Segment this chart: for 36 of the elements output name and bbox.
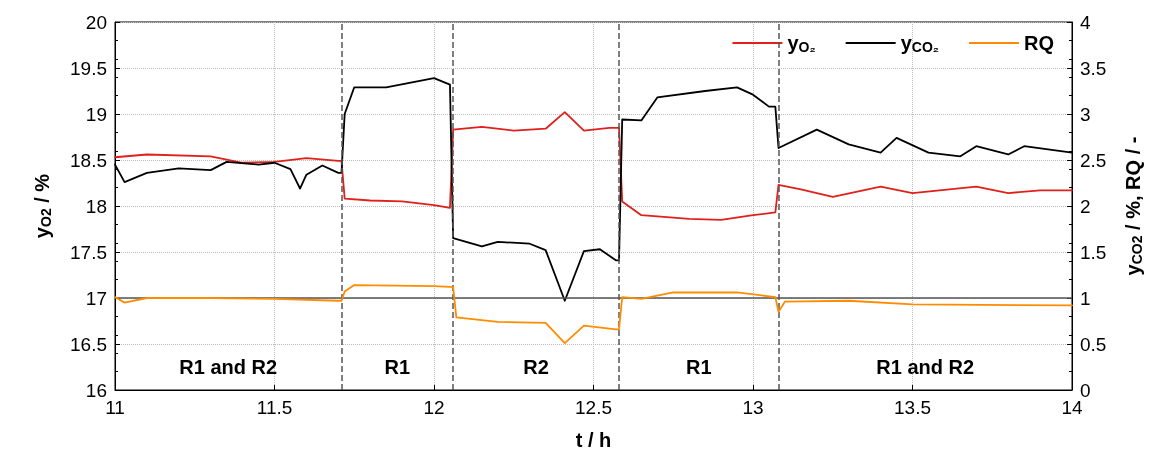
y-tick-label: 19 bbox=[85, 103, 107, 125]
y2-tick-label: 1.5 bbox=[1080, 241, 1107, 263]
y2-tick-label: 3.5 bbox=[1080, 57, 1107, 79]
y2-tick-label: 4 bbox=[1080, 11, 1091, 33]
x-tick-label: 11.5 bbox=[256, 397, 293, 418]
x-tick-label: 13 bbox=[742, 397, 764, 418]
x-axis-title: t / h bbox=[575, 429, 612, 451]
x-tick-label: 14 bbox=[1061, 397, 1083, 418]
y-tick-label: 18.5 bbox=[70, 149, 107, 171]
y2-tick-label: 3 bbox=[1080, 103, 1091, 125]
x-tick-label: 12 bbox=[423, 397, 445, 418]
x-tick-label: 11 bbox=[105, 397, 125, 418]
y-tick-label: 16.5 bbox=[70, 333, 107, 355]
y2-tick-label: 2 bbox=[1080, 195, 1091, 217]
annotation: R1 and R2 bbox=[876, 356, 975, 378]
line-series bbox=[114, 284, 1073, 344]
y-tick-label: 16 bbox=[85, 379, 107, 401]
y-tick-label: 19.5 bbox=[70, 57, 107, 79]
legend-label: RQ bbox=[1024, 32, 1054, 54]
annotation: R1 bbox=[685, 356, 712, 378]
y-axis-title: yO2 / % bbox=[31, 173, 54, 239]
line-series bbox=[114, 111, 1073, 221]
y-tick-label: 17 bbox=[85, 287, 107, 309]
y2-tick-label: 1 bbox=[1080, 287, 1091, 309]
y2-tick-label: 0.5 bbox=[1080, 333, 1107, 355]
annotation: R1 bbox=[384, 356, 411, 378]
y-tick-label: 17.5 bbox=[70, 241, 107, 263]
y2-tick-label: 2.5 bbox=[1080, 149, 1107, 171]
y2-axis-title: yCO2 / %, RQ / - bbox=[1122, 136, 1145, 276]
annotation: R1 and R2 bbox=[179, 356, 278, 378]
x-tick-label: 12.5 bbox=[575, 397, 612, 418]
y-tick-label: 20 bbox=[85, 11, 107, 33]
y2-tick-label: 0 bbox=[1080, 379, 1091, 401]
x-tick-label: 13.5 bbox=[894, 397, 931, 418]
annotation: R2 bbox=[523, 356, 549, 378]
y-tick-label: 18 bbox=[85, 195, 107, 217]
